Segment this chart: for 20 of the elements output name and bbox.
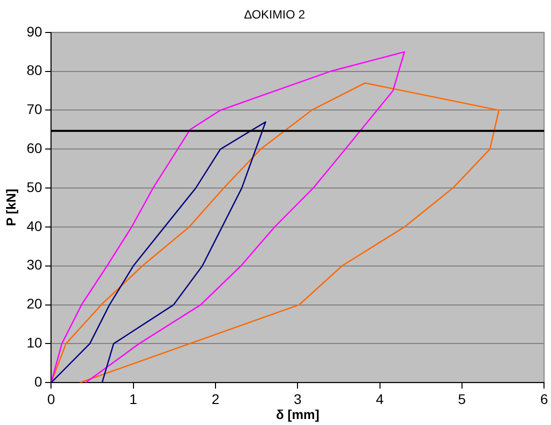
y-tick-label: 90 xyxy=(26,23,42,40)
y-tick-label: 30 xyxy=(26,256,42,273)
y-tick-label: 70 xyxy=(26,101,42,118)
y-tick-label: 10 xyxy=(26,334,42,351)
x-tick-label: 3 xyxy=(294,390,302,407)
x-axis-title: δ [mm] xyxy=(276,406,320,422)
y-axis-title: P [kN] xyxy=(3,188,18,226)
y-tick-label: 80 xyxy=(26,62,42,78)
x-tick-label: 5 xyxy=(458,390,466,407)
y-tick-label: 50 xyxy=(26,178,42,195)
chart-title: ΔΟΚΙΜΙΟ 2 xyxy=(244,8,306,22)
y-tick-label: 60 xyxy=(26,140,42,156)
y-tick-label: 0 xyxy=(34,373,42,390)
y-tick-label: 20 xyxy=(26,296,42,312)
x-tick-label: 6 xyxy=(540,390,548,407)
x-tick-label: 0 xyxy=(47,390,56,407)
y-tick-label: 40 xyxy=(26,218,42,234)
x-tick-label: 1 xyxy=(129,390,138,407)
x-tick-label: 4 xyxy=(376,390,384,407)
x-tick-label: 2 xyxy=(212,390,220,407)
